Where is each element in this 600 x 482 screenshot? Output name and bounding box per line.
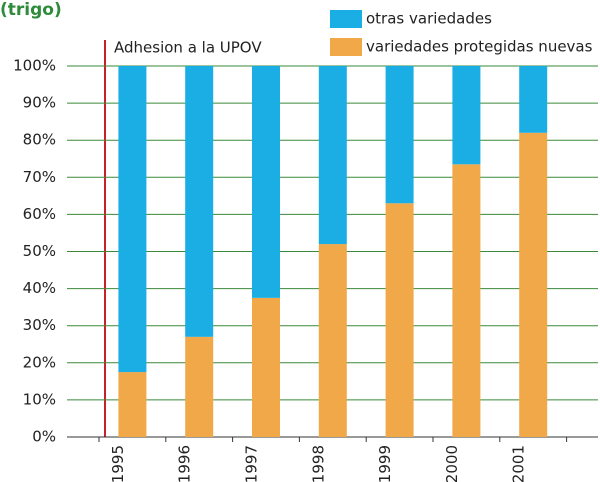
bar-segment <box>318 66 347 245</box>
y-tick-label: 100% <box>13 57 56 75</box>
x-tick-label: 1996 <box>176 445 194 482</box>
legend-label: variedades protegidas nuevas <box>366 38 593 56</box>
y-tick-label: 20% <box>23 353 56 371</box>
bar-segment <box>318 244 347 437</box>
bar-segment <box>185 66 214 337</box>
y-tick-label: 70% <box>23 168 56 186</box>
x-tick-label: 2001 <box>510 445 528 482</box>
x-tick-label: 2000 <box>443 445 461 482</box>
legend-swatch <box>330 10 362 28</box>
x-tick-label: 1997 <box>243 445 261 482</box>
legend-swatch <box>330 38 362 56</box>
y-tick-label: 0% <box>32 428 56 446</box>
chart-title: (trigo) <box>0 0 62 20</box>
y-tick-label: 30% <box>23 316 56 334</box>
bar-segment <box>385 66 414 204</box>
y-tick-label: 60% <box>23 205 56 223</box>
bar-segment <box>118 372 147 437</box>
y-tick-label: 40% <box>23 279 56 297</box>
annotation: Adhesion a la UPOV <box>114 39 262 57</box>
y-tick-label: 80% <box>23 131 56 149</box>
bar-segment <box>519 66 548 133</box>
bar-segment <box>252 66 280 298</box>
x-tick-label: 1995 <box>109 445 127 482</box>
bar-segment <box>252 297 280 437</box>
bar-segment <box>118 66 147 373</box>
x-tick-label: 1999 <box>376 445 394 482</box>
legend-label: otras variedades <box>366 10 492 28</box>
x-tick-label: 1998 <box>309 445 327 482</box>
y-tick-label: 50% <box>23 242 56 260</box>
bar-segment <box>452 164 481 437</box>
y-tick-label: 90% <box>23 94 56 112</box>
bar-segment <box>385 203 414 437</box>
bar-segment <box>452 66 481 165</box>
bar-segment <box>519 132 548 437</box>
y-tick-label: 10% <box>23 390 56 408</box>
bar-segment <box>185 336 214 437</box>
